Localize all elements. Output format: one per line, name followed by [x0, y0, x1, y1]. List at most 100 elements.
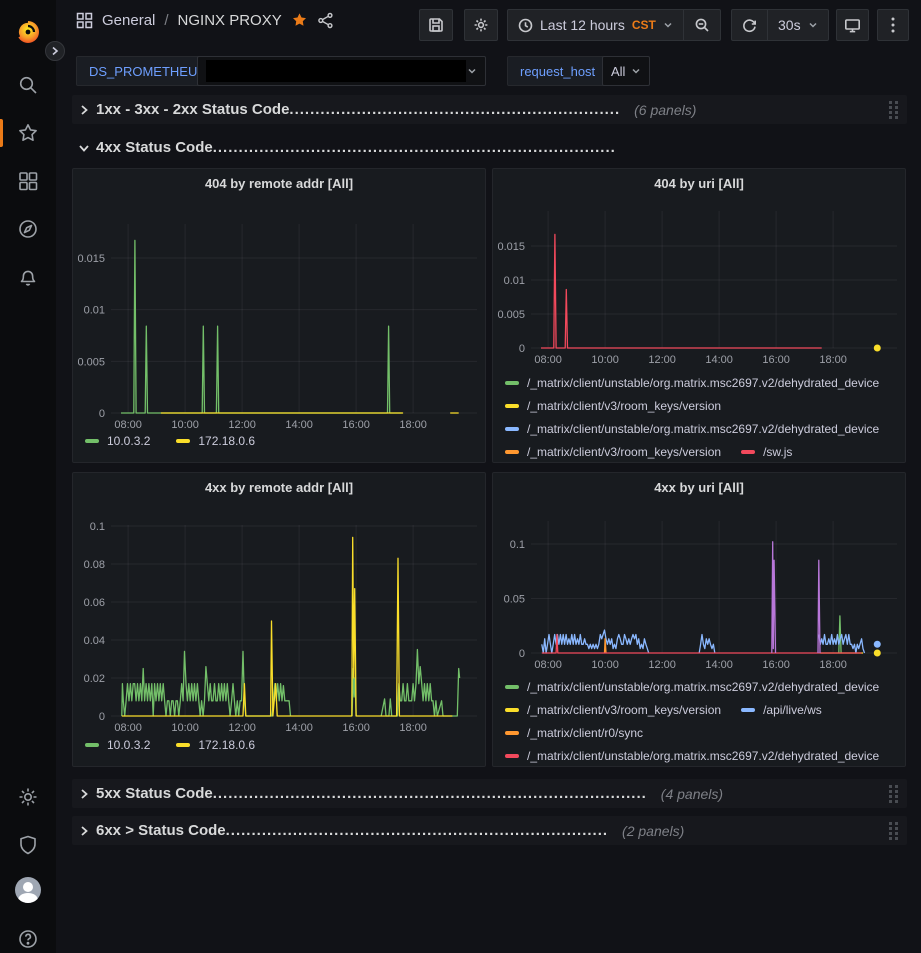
- legend-item[interactable]: /_matrix/client/unstable/org.matrix.msc2…: [505, 421, 879, 436]
- svg-text:12:00: 12:00: [648, 354, 676, 366]
- sidebar-item-starred[interactable]: [0, 113, 56, 153]
- legend-item[interactable]: 172.18.0.6: [176, 737, 255, 752]
- legend-label: /_matrix/client/unstable/org.matrix.msc2…: [527, 421, 880, 436]
- chart-4xx-by-remote-addr[interactable]: 0 0.02 0.04 0.06 0.08 0.1 08:00 10:00 12:00 14:00…: [73, 473, 486, 767]
- variable-label-request-host: request_host: [507, 56, 609, 86]
- sidebar-item-explore[interactable]: [0, 209, 56, 249]
- legend-swatch: [176, 742, 191, 747]
- row-header-5xx[interactable]: 5xx Status Code ........................…: [72, 779, 907, 808]
- legend-item[interactable]: 10.0.3.2: [85, 433, 150, 448]
- variable-value-all: All: [611, 63, 626, 79]
- sidebar-item-alerting[interactable]: [0, 257, 56, 297]
- dashboard-settings-button[interactable]: [464, 9, 498, 41]
- legend-item[interactable]: /_matrix/client/unstable/org.matrix.msc2…: [505, 679, 879, 694]
- legend-item[interactable]: /_matrix/client/v3/room_keys/version: [505, 444, 721, 459]
- svg-text:16:00: 16:00: [762, 354, 790, 366]
- chevron-down-icon: [79, 144, 89, 152]
- svg-text:0: 0: [519, 648, 525, 660]
- svg-text:0.01: 0.01: [84, 305, 105, 317]
- svg-text:18:00: 18:00: [399, 419, 427, 431]
- svg-text:0.1: 0.1: [90, 521, 105, 533]
- panel-404-by-uri: 404 by uri [All] 0 0.005 0.01 0.015 08:00 10:…: [492, 168, 906, 463]
- legend-item[interactable]: 10.0.3.2: [85, 737, 150, 752]
- legend-label: 172.18.0.6: [198, 433, 256, 448]
- chart-404-by-uri[interactable]: 0 0.005 0.01 0.015 08:00 10:00 12:00 14:00 16:00…: [493, 169, 906, 463]
- grafana-logo-icon[interactable]: [0, 12, 56, 52]
- chart-4xx-by-uri[interactable]: 0 0.05 0.1 08:00 10:00 12:00 14:00 16:00 18:00: [493, 473, 906, 767]
- variable-dropdown-ds-prometheus[interactable]: [197, 56, 486, 86]
- variable-dropdown-request-host[interactable]: All: [602, 56, 651, 86]
- sidebar-item-dashboards[interactable]: [0, 161, 56, 201]
- panel-title[interactable]: 4xx by remote addr [All]: [204, 480, 354, 495]
- sidebar-item-profile[interactable]: [0, 870, 56, 910]
- row-title: 6xx > Status Code: [96, 822, 226, 839]
- chevron-right-icon: [81, 788, 88, 799]
- chevron-right-icon: [81, 104, 88, 115]
- row-panel-count: (4 panels): [660, 785, 724, 802]
- dashboard-header: General / NGINX PROXY Last 12 hours CST: [56, 0, 921, 50]
- row-header-4xx[interactable]: 4xx Status Code ........................…: [72, 133, 907, 162]
- refresh-button[interactable]: [732, 10, 767, 40]
- sidebar-item-help[interactable]: [0, 919, 56, 953]
- gear-icon: [19, 788, 37, 806]
- legend-item[interactable]: /_matrix/client/unstable/org.matrix.msc2…: [505, 748, 879, 763]
- apps-icon: [76, 12, 93, 29]
- svg-text:14:00: 14:00: [705, 354, 733, 366]
- refresh-group: 30s: [731, 9, 829, 41]
- svg-text:0.005: 0.005: [497, 309, 525, 321]
- variable-label-ds-prometheus: DS_PROMETHEUS: [76, 56, 220, 86]
- drag-handle-icon[interactable]: [887, 820, 901, 842]
- panel-title[interactable]: 404 by uri [All]: [654, 176, 744, 191]
- share-icon[interactable]: [317, 12, 334, 29]
- legend-item[interactable]: /_matrix/client/r0/sync: [505, 725, 643, 740]
- drag-handle-icon[interactable]: [887, 99, 901, 121]
- legend-item[interactable]: /sw.js: [741, 444, 792, 459]
- tv-mode-button[interactable]: [836, 9, 869, 41]
- legend-item[interactable]: /api/live/ws: [741, 702, 822, 717]
- more-options-button[interactable]: [877, 9, 909, 41]
- legend-label: /sw.js: [763, 444, 793, 459]
- legend-swatch: [741, 449, 756, 454]
- chevron-down-icon: [632, 68, 640, 74]
- time-range-picker[interactable]: Last 12 hours CST: [508, 10, 683, 40]
- breadcrumb-dashboard-title[interactable]: NGINX PROXY: [177, 12, 282, 29]
- sidebar-expand-button[interactable]: [45, 41, 65, 61]
- sidebar-item-configuration[interactable]: [0, 777, 56, 817]
- sidebar-item-server-admin[interactable]: [0, 825, 56, 865]
- svg-text:08:00: 08:00: [534, 659, 562, 671]
- save-icon: [429, 18, 443, 32]
- avatar: [15, 877, 41, 903]
- svg-text:14:00: 14:00: [285, 419, 313, 431]
- row-panel-count: (6 panels): [634, 101, 697, 118]
- legend-label: /_matrix/client/unstable/org.matrix.msc2…: [527, 748, 880, 763]
- row-header-1xx-3xx-2xx[interactable]: 1xx - 3xx - 2xx Status Code ............…: [72, 95, 907, 124]
- legend-item[interactable]: /_matrix/client/unstable/org.matrix.msc2…: [505, 375, 879, 390]
- legend-swatch: [505, 403, 519, 408]
- sidebar: [0, 0, 56, 953]
- legend-label: 10.0.3.2: [107, 433, 151, 448]
- legend-item[interactable]: 172.18.0.6: [176, 433, 255, 448]
- chart-404-by-remote-addr[interactable]: 0 0.005 0.01 0.015 08:00 10:00 12:00 14:00 16:00…: [73, 169, 486, 463]
- refresh-interval-dropdown[interactable]: 30s: [767, 10, 828, 40]
- chevron-right-icon: [81, 825, 88, 836]
- chevron-down-icon: [809, 22, 817, 28]
- zoom-out-icon: [695, 18, 709, 32]
- legend-item[interactable]: /_matrix/client/v3/room_keys/version: [505, 398, 721, 413]
- chevron-down-icon: [468, 68, 476, 74]
- breadcrumb-separator: /: [164, 12, 169, 29]
- refresh-icon: [743, 18, 756, 32]
- panel-title[interactable]: 404 by remote addr [All]: [204, 176, 354, 191]
- row-header-6xx[interactable]: 6xx > Status Code ......................…: [72, 816, 907, 845]
- favorite-star-icon[interactable]: [291, 12, 308, 29]
- save-dashboard-button[interactable]: [419, 9, 453, 41]
- search-icon[interactable]: [0, 65, 56, 105]
- svg-text:18:00: 18:00: [819, 354, 847, 366]
- legend-item[interactable]: /_matrix/client/v3/room_keys/version: [505, 702, 721, 717]
- svg-text:10:00: 10:00: [591, 659, 619, 671]
- breadcrumb-folder[interactable]: General: [102, 12, 156, 29]
- legend-label: /api/live/ws: [763, 702, 822, 717]
- zoom-out-button[interactable]: [682, 10, 720, 40]
- drag-handle-icon[interactable]: [887, 783, 901, 805]
- row-title: 4xx Status Code: [96, 139, 213, 156]
- panel-title[interactable]: 4xx by uri [All]: [654, 480, 744, 495]
